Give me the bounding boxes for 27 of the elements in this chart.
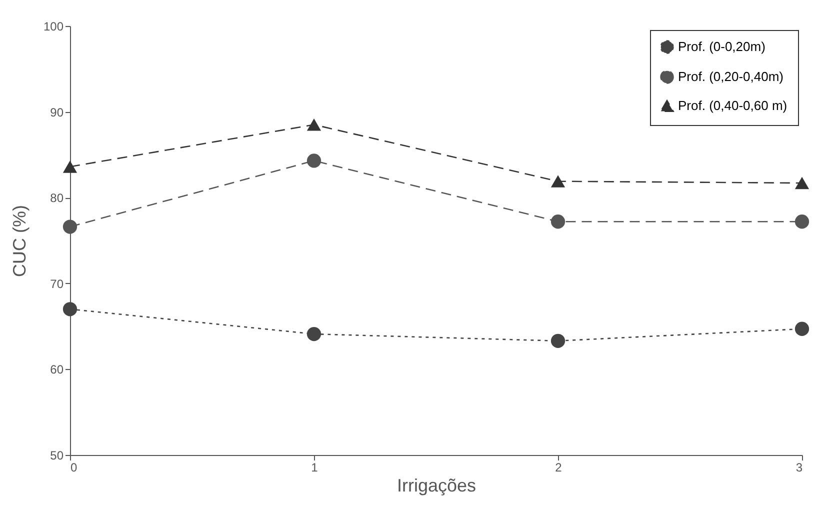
y-tick-label: 80	[50, 191, 64, 206]
point	[62, 160, 78, 173]
y-axis-title: CUC (%)	[9, 205, 30, 277]
point	[550, 214, 566, 229]
point	[306, 326, 322, 342]
legend-label: Prof. (0,20-0,40m)	[678, 69, 784, 84]
x-tick-label: 3	[796, 460, 803, 474]
x-tick-label: 0	[70, 460, 78, 474]
point	[62, 220, 78, 234]
point	[794, 176, 810, 190]
y-tick-label: 50	[50, 448, 64, 462]
point	[794, 214, 810, 229]
y-tick-label: 90	[50, 105, 64, 120]
point	[550, 175, 566, 188]
y-tick-label: 60	[50, 362, 64, 377]
x-tick-label: 1	[311, 460, 318, 474]
point	[550, 334, 566, 348]
point	[794, 322, 810, 336]
x-axis-title: Irrigações	[396, 476, 476, 496]
point	[62, 302, 78, 316]
point	[306, 118, 322, 131]
x-tick-label: 2	[555, 460, 562, 474]
legend-label: Prof. (0,40-0,60 m)	[678, 98, 788, 113]
point	[306, 154, 322, 168]
y-tick-label: 70	[50, 276, 64, 291]
legend-label: Prof. (0-0,20m)	[678, 39, 766, 54]
y-tick-label: 100	[43, 20, 64, 34]
